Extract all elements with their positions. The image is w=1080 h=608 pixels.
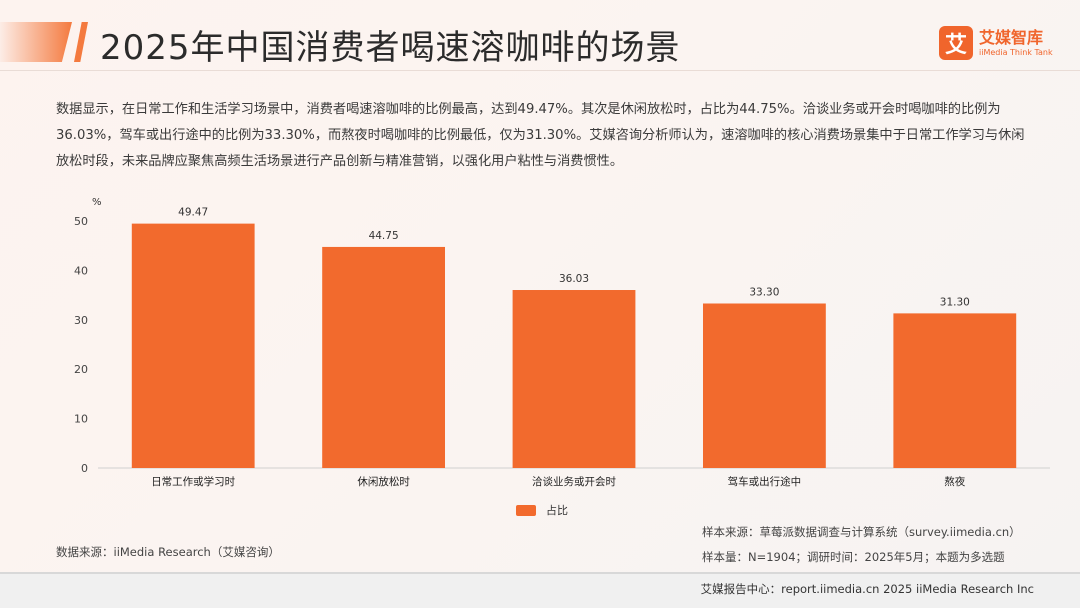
footer-band (0, 572, 1080, 608)
brand-logo: 艾 艾媒智库 iiMedia Think Tank (939, 24, 1053, 62)
y-tick-label: 40 (74, 264, 88, 277)
data-label: 33.30 (749, 286, 779, 298)
y-tick-label: 10 (74, 413, 88, 426)
data-source: 数据来源：iiMedia Research（艾媒咨询） (56, 545, 280, 559)
y-axis-ticks: 0 10 20 30 40 50 (74, 215, 88, 475)
logo-subtitle: iiMedia Think Tank (979, 47, 1053, 57)
sample-size: 样本量：N=1904；调研时间：2025年5月；本题为多选题 (702, 550, 1005, 564)
bar (893, 313, 1017, 468)
x-tick-label: 休闲放松时 (357, 475, 410, 488)
bar (131, 223, 255, 468)
page-title: 2025年中国消费者喝速溶咖啡的场景 (100, 28, 681, 68)
data-label: 36.03 (559, 273, 589, 285)
y-tick-label: 0 (81, 462, 88, 475)
sample-source: 样本来源：草莓派数据调查与计算系统（survey.iimedia.cn） (702, 525, 1021, 539)
data-label: 49.47 (178, 207, 208, 219)
logo-icon: 艾 (939, 26, 973, 60)
bar (322, 246, 446, 468)
x-tick-label: 洽谈业务或开会时 (532, 475, 616, 488)
x-tick-label: 熬夜 (944, 475, 965, 488)
y-tick-label: 30 (74, 314, 88, 327)
legend-label: 占比 (546, 504, 568, 517)
header-divider (0, 70, 1080, 71)
header-accent (0, 22, 72, 62)
y-tick-label: 50 (74, 215, 88, 228)
bars (131, 223, 1017, 468)
legend: 占比 (516, 502, 568, 518)
y-unit-label: % (92, 197, 102, 208)
footer-divider (0, 572, 1080, 574)
bar (702, 303, 826, 468)
data-label: 31.30 (940, 296, 970, 308)
logo-name: 艾媒智库 (979, 27, 1044, 47)
footer-text: 艾媒报告中心：report.iimedia.cn 2025 iiMedia Re… (700, 582, 1034, 596)
y-tick-label: 20 (74, 363, 88, 376)
summary-paragraph: 数据显示，在日常工作和生活学习场景中，消费者喝速溶咖啡的比例最高，达到49.47… (56, 102, 1025, 169)
bar (512, 290, 636, 468)
data-labels: 49.47 44.75 36.03 33.30 31.30 (178, 207, 970, 309)
x-tick-label: 驾车或出行途中 (728, 475, 802, 488)
x-axis-ticks: 日常工作或学习时 休闲放松时 洽谈业务或开会时 驾车或出行途中 熬夜 (151, 475, 966, 488)
data-label: 44.75 (369, 230, 399, 242)
x-tick-label: 日常工作或学习时 (151, 475, 235, 488)
legend-swatch (516, 504, 536, 516)
